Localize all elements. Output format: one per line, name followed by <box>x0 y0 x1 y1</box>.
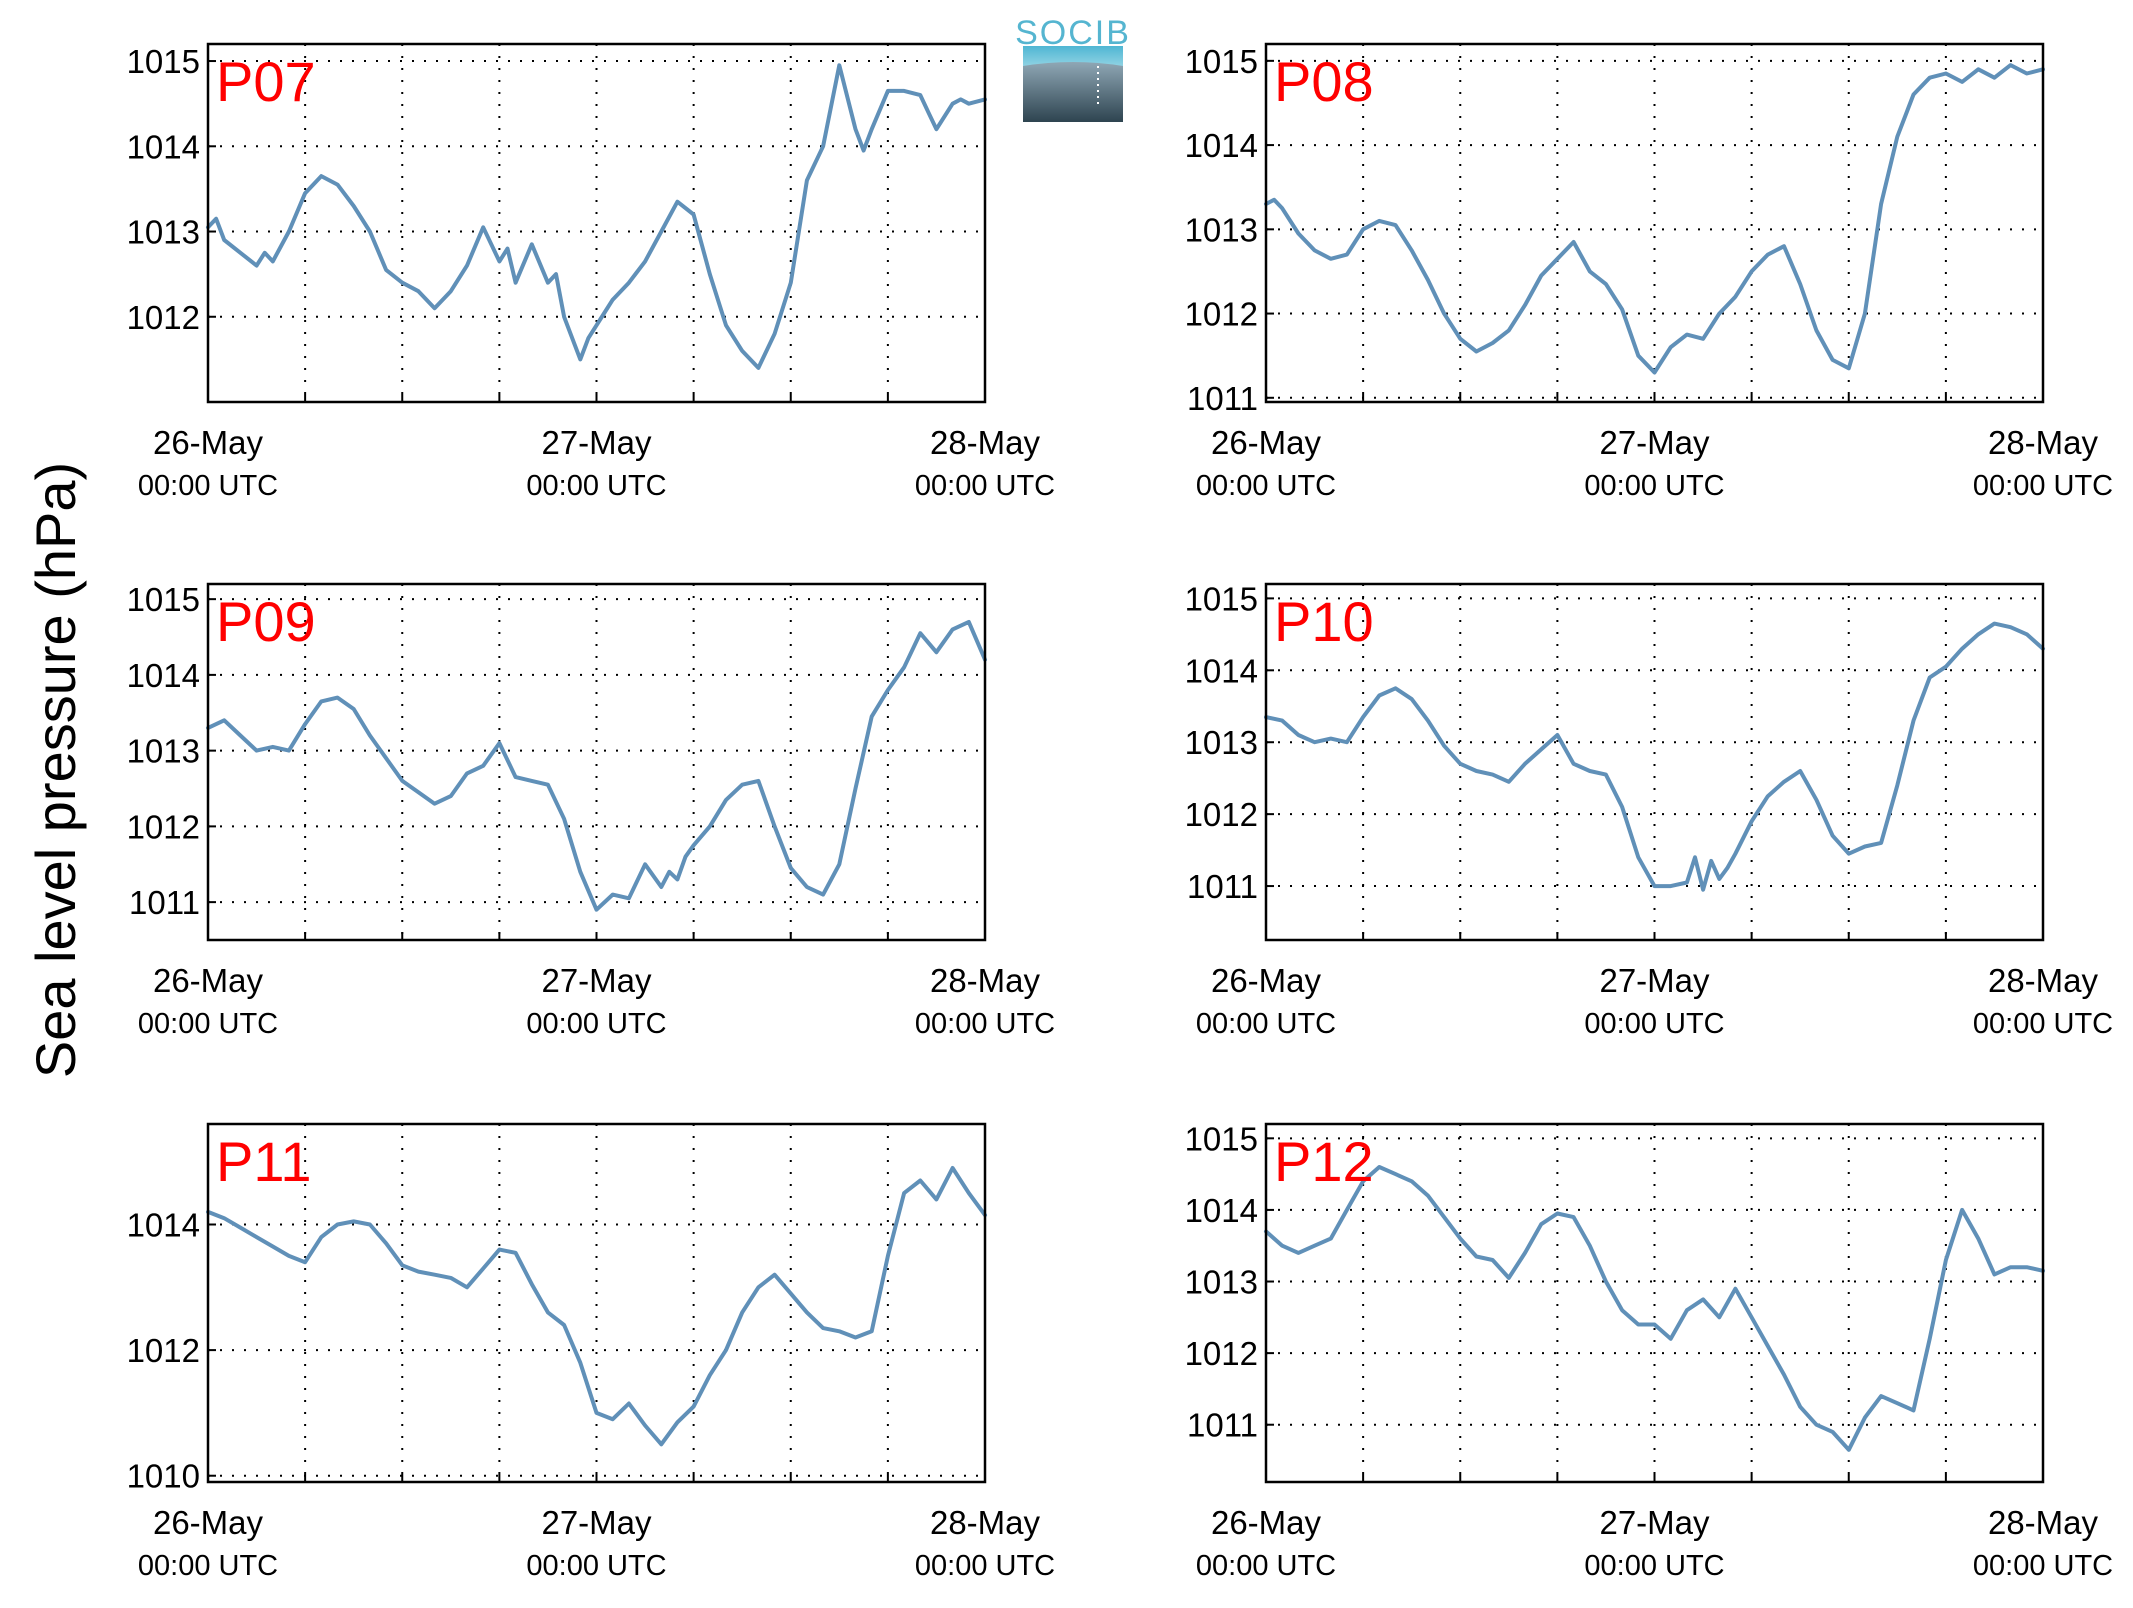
x-tick-date: 28-May <box>1988 962 2099 999</box>
x-tick-date: 28-May <box>930 424 1041 461</box>
x-tick-time: 00:00 UTC <box>1196 1550 1336 1582</box>
x-tick-time: 00:00 UTC <box>138 1008 278 1040</box>
y-tick-label: 1015 <box>127 581 200 618</box>
x-tick-date: 26-May <box>1211 424 1322 461</box>
y-tick-label: 1014 <box>127 1206 200 1243</box>
x-tick-date: 26-May <box>1211 1504 1322 1541</box>
panel-p07: 1012 1013 1014 1015 26-May 00:00 UTC 27-May 00:… <box>127 42 1055 502</box>
series-line-p11 <box>206 1166 987 1447</box>
x-tick-time: 00:00 UTC <box>1584 1008 1724 1040</box>
socib-logo: SOCIB <box>1015 14 1131 122</box>
x-tick-time: 00:00 UTC <box>1196 470 1336 502</box>
axes-frame <box>1264 1122 2045 1484</box>
station-label: P07 <box>216 50 316 113</box>
y-tick-label: 1011 <box>1187 868 1258 905</box>
x-tick-date: 27-May <box>1599 424 1710 461</box>
y-tick-label: 1015 <box>1185 1120 1258 1157</box>
x-tick-time: 00:00 UTC <box>1973 1008 2113 1040</box>
x-tick-date: 27-May <box>541 1504 652 1541</box>
x-tick-time: 00:00 UTC <box>526 470 666 502</box>
x-tick-time: 00:00 UTC <box>915 1008 1055 1040</box>
axes-frame <box>1264 42 2045 404</box>
station-label: P08 <box>1274 50 1374 113</box>
y-tick-label: 1014 <box>127 657 200 694</box>
x-tick-date: 26-May <box>153 1504 264 1541</box>
y-tick-label: 1015 <box>1185 580 1258 617</box>
panels: 1012 1013 1014 1015 26-May 00:00 UTC 27-May 00:… <box>127 42 2114 1582</box>
panel-p11: 1010 1012 1014 26-May 00:00 UTC 27-May 00:00 U… <box>127 1122 1055 1582</box>
y-axis-label: Sea level pressure (hPa) <box>24 462 87 1078</box>
x-tick-time: 00:00 UTC <box>526 1550 666 1582</box>
y-tick-label: 1012 <box>127 808 200 845</box>
x-tick-time: 00:00 UTC <box>1584 470 1724 502</box>
x-tick-date: 27-May <box>541 424 652 461</box>
x-tick-time: 00:00 UTC <box>1973 1550 2113 1582</box>
x-tick-date: 26-May <box>153 424 264 461</box>
y-tick-label: 1013 <box>127 214 200 251</box>
y-tick-label: 1013 <box>1185 724 1258 761</box>
panel-p08: 1011 1012 1013 1014 1015 26-May 00:00 UTC 27-Ma… <box>1185 42 2113 502</box>
x-tick-date: 28-May <box>930 1504 1041 1541</box>
panel-p12: 1011 1012 1013 1014 1015 26-May 00:00 UTC 27-Ma… <box>1185 1120 2114 1582</box>
x-tick-date: 28-May <box>1988 1504 2099 1541</box>
x-tick-time: 00:00 UTC <box>1973 470 2113 502</box>
y-tick-label: 1015 <box>127 43 200 80</box>
series-line-p12 <box>1264 1165 2045 1452</box>
y-tick-label: 1014 <box>1185 127 1258 164</box>
x-tick-date: 27-May <box>1599 962 1710 999</box>
x-tick-date: 27-May <box>1599 1504 1710 1541</box>
x-tick-time: 00:00 UTC <box>1584 1550 1724 1582</box>
x-tick-time: 00:00 UTC <box>138 1550 278 1582</box>
series-line-p09 <box>206 619 987 912</box>
station-label: P09 <box>216 590 316 653</box>
x-tick-date: 26-May <box>153 962 264 999</box>
x-tick-date: 28-May <box>930 962 1041 999</box>
x-tick-time: 00:00 UTC <box>915 1550 1055 1582</box>
y-tick-label: 1013 <box>1185 1264 1258 1301</box>
panel-p09: 1011 1012 1013 1014 1015 26-May 00:00 UTC 27-Ma… <box>127 581 1056 1040</box>
station-label: P12 <box>1274 1130 1374 1193</box>
x-tick-time: 00:00 UTC <box>1196 1008 1336 1040</box>
axes-frame <box>206 1122 987 1484</box>
x-tick-date: 27-May <box>541 962 652 999</box>
y-tick-label: 1010 <box>127 1458 200 1495</box>
y-tick-label: 1014 <box>127 128 200 165</box>
y-tick-label: 1013 <box>1185 211 1258 248</box>
y-tick-label: 1011 <box>1187 1407 1258 1444</box>
y-tick-label: 1014 <box>1185 1192 1258 1229</box>
series-line-p07 <box>206 63 987 370</box>
logo-text: SOCIB <box>1015 14 1131 52</box>
y-tick-label: 1014 <box>1185 652 1258 689</box>
x-tick-time: 00:00 UTC <box>915 470 1055 502</box>
x-tick-date: 26-May <box>1211 962 1322 999</box>
y-tick-label: 1012 <box>127 1332 200 1369</box>
axes-frame <box>206 42 987 404</box>
x-tick-time: 00:00 UTC <box>138 470 278 502</box>
y-tick-label: 1012 <box>1185 1335 1258 1372</box>
y-tick-label: 1012 <box>1185 296 1258 333</box>
x-tick-date: 28-May <box>1988 424 2099 461</box>
x-tick-time: 00:00 UTC <box>526 1008 666 1040</box>
series-line-p08 <box>1264 63 2045 375</box>
y-tick-label: 1011 <box>129 884 200 921</box>
y-tick-label: 1011 <box>1187 380 1258 417</box>
panel-p10: 1011 1012 1013 1014 1015 26-May 00:00 UTC 27-Ma… <box>1185 580 2114 1040</box>
y-tick-label: 1012 <box>127 299 200 336</box>
station-label: P11 <box>216 1130 311 1193</box>
station-label: P10 <box>1274 590 1374 653</box>
axes-frame <box>1264 582 2045 942</box>
y-tick-label: 1012 <box>1185 796 1258 833</box>
y-tick-label: 1013 <box>127 733 200 770</box>
series-line-p10 <box>1264 621 2045 892</box>
y-tick-label: 1015 <box>1185 43 1258 80</box>
axes-frame <box>206 582 987 942</box>
